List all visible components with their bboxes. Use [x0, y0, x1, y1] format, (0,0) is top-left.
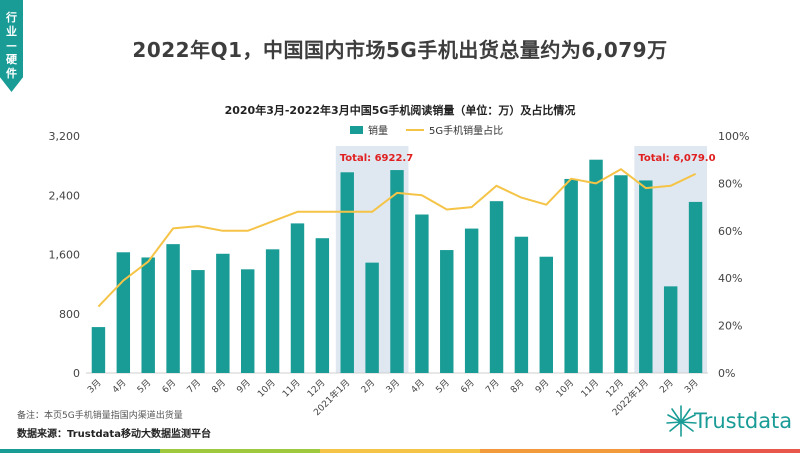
section-tag-char: 件	[6, 67, 17, 80]
section-tag: 行 业 — 硬 件	[0, 0, 23, 92]
legend-label-share: 5G手机销量占比	[429, 126, 504, 137]
total-annotation: Total: 6,079.0	[638, 153, 715, 164]
y-left-tick-label: 1,600	[49, 249, 81, 262]
x-tick-label: 2月	[359, 377, 377, 395]
legend-swatch-bar	[350, 125, 363, 134]
sales-bar	[539, 256, 553, 373]
x-tick-label: 6月	[160, 377, 178, 395]
y-left-tick-label: 800	[59, 308, 80, 321]
y-left-tick-label: 3,200	[49, 130, 81, 143]
sales-bar	[315, 238, 330, 373]
x-tick-label: 3月	[384, 377, 402, 395]
sales-bar	[166, 244, 180, 373]
sales-bar	[663, 286, 678, 373]
sales-bar	[365, 262, 379, 373]
x-tick-label: 7月	[185, 377, 203, 395]
x-tick-label: 7月	[483, 377, 501, 395]
page-title: 2022年Q1，中国国内市场5G手机出货总量约为6,079万	[132, 38, 668, 62]
section-tag-char: 业	[6, 25, 17, 38]
sales-bar	[614, 175, 628, 373]
x-tick-label: 4月	[409, 377, 427, 395]
sales-bar	[141, 257, 155, 373]
x-tick-label: 2月	[658, 377, 676, 395]
logo-burst-icon	[666, 405, 697, 437]
data-source: 数据来源：Trustdata移动大数据监测平台	[17, 429, 211, 440]
sales-bar	[489, 201, 504, 373]
bottom-color-strip	[0, 449, 800, 453]
sales-bar	[639, 180, 653, 373]
y-right-tick-label: 0%	[718, 367, 735, 380]
legend-swatch-line	[406, 128, 424, 131]
sales-bar	[390, 170, 404, 373]
x-tick-label: 4月	[110, 377, 128, 395]
legend-item-sales: 销量	[350, 122, 388, 137]
footnote: 备注：本页5G手机销量指国内渠道出货量	[17, 411, 183, 421]
share-line	[97, 168, 697, 308]
x-tick-label: 5月	[135, 377, 153, 395]
strip-segment	[640, 449, 800, 453]
chart-title: 2020年3月-2022年3月中国5G手机阅读销量（单位：万）及占比情况	[224, 104, 576, 117]
sales-bar	[216, 253, 230, 373]
sales-bar	[116, 252, 131, 373]
x-tick-label: 3月	[682, 377, 700, 395]
x-tick-label: 11月	[280, 377, 302, 399]
sales-bar	[191, 270, 205, 373]
x-tick-label: 9月	[235, 377, 253, 395]
sales-bar	[340, 172, 354, 373]
sales-bar	[290, 223, 305, 373]
sales-bar	[688, 201, 703, 373]
strip-segment	[320, 449, 480, 453]
y-right-tick-label: 100%	[718, 130, 749, 143]
x-tick-label: 6月	[459, 377, 477, 395]
chart-legend: 销量 5G手机销量占比	[350, 122, 503, 137]
sales-bar	[514, 236, 529, 373]
sales-bar	[589, 159, 603, 373]
y-right-tick-label: 80%	[718, 177, 742, 190]
x-tick-label: 8月	[508, 377, 526, 395]
strip-segment	[0, 449, 160, 453]
x-tick-label: 9月	[533, 377, 551, 395]
sales-bar	[415, 214, 429, 373]
sales-bar	[265, 249, 280, 373]
y-left-tick-label: 0	[73, 367, 80, 380]
x-tick-label: 8月	[210, 377, 228, 395]
section-tag-char: —	[6, 39, 17, 52]
sales-bar	[564, 178, 578, 373]
legend-label-sales: 销量	[368, 126, 388, 137]
y-right-tick-label: 60%	[718, 225, 742, 238]
logo-text: Trustdata	[694, 409, 793, 433]
y-right-tick-label: 20%	[718, 320, 742, 333]
y-left-tick-label: 2,400	[49, 189, 81, 202]
strip-segment	[480, 449, 640, 453]
section-tag-char: 行	[6, 11, 17, 24]
legend-item-share: 5G手机销量占比	[406, 122, 503, 137]
sales-bar	[464, 228, 479, 373]
x-tick-label: 12月	[604, 377, 626, 399]
x-tick-label: 12月	[305, 377, 327, 399]
x-tick-label: 3月	[85, 377, 103, 395]
strip-segment	[160, 449, 320, 453]
sales-bar	[91, 327, 106, 373]
x-tick-label: 10月	[255, 377, 277, 399]
sales-bar	[241, 269, 255, 373]
y-right-tick-label: 40%	[718, 272, 742, 285]
x-tick-label: 10月	[554, 377, 576, 399]
x-tick-label: 11月	[579, 377, 601, 399]
section-tag-char: 硬	[6, 53, 17, 66]
trustdata-logo: Trustdata	[664, 400, 794, 440]
x-tick-label: 5月	[434, 377, 452, 395]
total-annotation: Total: 6922.7	[340, 153, 413, 164]
sales-bar	[440, 250, 454, 373]
